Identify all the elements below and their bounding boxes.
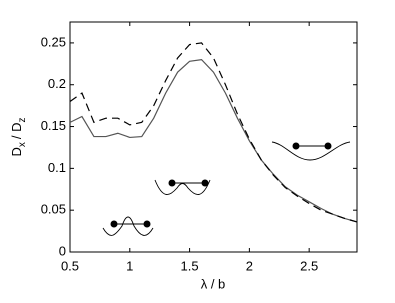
x-axis-label: λ / b — [201, 276, 226, 291]
y-axis-label: Dx / Dz — [9, 117, 27, 156]
y-label-subscript: z — [17, 117, 28, 122]
y-tick-label: 0.2 — [48, 76, 66, 91]
y-tick-label: 0.25 — [41, 34, 66, 49]
y-tick-label: 0.15 — [41, 118, 66, 133]
plot-frame — [69, 21, 358, 253]
y-tick-label: 0.05 — [41, 202, 66, 217]
single-well — [271, 141, 351, 161]
x-tick-label: 2 — [246, 258, 253, 273]
y-label-subscript: x — [17, 142, 28, 147]
x-tick-label: 0.5 — [61, 258, 79, 273]
x-tick-label: 1.5 — [181, 258, 199, 273]
double-well-deep — [102, 216, 154, 236]
data-line — [69, 58, 358, 223]
y-label-part: D — [9, 147, 24, 156]
x-tick-label: 2.5 — [300, 258, 318, 273]
particle — [110, 220, 118, 228]
y-tick-label: 0 — [59, 243, 66, 258]
inset-diagrams — [102, 141, 351, 236]
particle — [168, 179, 176, 187]
x-tick-label: 1 — [126, 258, 133, 273]
y-label-part: / D — [9, 122, 24, 139]
data-line — [69, 42, 358, 223]
particle — [292, 142, 300, 150]
particle — [143, 220, 151, 228]
particle — [201, 179, 209, 187]
particle — [324, 142, 332, 150]
particles — [110, 142, 332, 228]
y-tick-label: 0.1 — [48, 160, 66, 175]
double-well-shallow — [154, 179, 211, 195]
